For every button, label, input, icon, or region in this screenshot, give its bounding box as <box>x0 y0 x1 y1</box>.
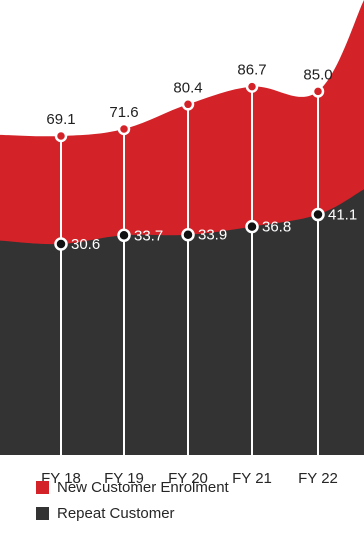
new-customer-data-label: 71.6 <box>109 104 138 121</box>
data-labels: 69.1 30.6 71.6 33.7 80.4 33.9 86.7 36.8 85.0 41.1 <box>46 62 357 253</box>
repeat-customer-area <box>0 189 364 455</box>
repeat-customer-point <box>311 207 325 222</box>
legend: New Customer Enrolment Repeat Customer <box>36 474 229 526</box>
repeat-customer-data-label: 41.1 <box>328 207 357 224</box>
x-tick-label: FY 21 <box>232 470 272 487</box>
x-axis-ticks: FY 18 FY 19 FY 20 FY 21 FY 22 <box>41 470 338 487</box>
legend-swatch-new-customer <box>36 480 49 494</box>
new-customer-point <box>245 80 259 93</box>
category-guide-lines <box>60 86 319 455</box>
new-customer-point <box>181 98 195 111</box>
new-customer-point <box>54 129 68 143</box>
repeat-customer-point <box>117 228 131 243</box>
repeat-customer-point <box>181 227 195 242</box>
x-tick-label: FY 18 <box>41 470 81 487</box>
legend-label-new-customer: New Customer Enrolment <box>57 478 229 496</box>
new-customer-point <box>311 85 325 98</box>
new-customer-data-label: 85.0 <box>303 66 332 83</box>
repeat-customer-point <box>54 237 68 251</box>
legend-swatch-repeat-customer <box>36 506 49 520</box>
data-points <box>54 80 325 251</box>
new-customer-point <box>117 122 131 136</box>
x-tick-label: FY 19 <box>104 470 144 487</box>
new-customer-data-label: 80.4 <box>173 79 202 96</box>
repeat-customer-data-label: 30.6 <box>71 236 100 253</box>
repeat-customer-data-label: 36.8 <box>262 219 291 236</box>
new-customer-data-label: 69.1 <box>46 111 75 128</box>
repeat-customer-point <box>245 219 259 234</box>
repeat-customer-data-label: 33.9 <box>198 227 227 244</box>
repeat-customer-data-label: 33.7 <box>134 227 163 244</box>
new-customer-data-label: 86.7 <box>237 62 266 79</box>
legend-item-repeat-customer: Repeat Customer <box>36 500 229 526</box>
legend-item-new-customer: New Customer Enrolment <box>36 474 229 500</box>
x-tick-label: FY 20 <box>168 470 208 487</box>
x-tick-label: FY 22 <box>298 470 338 487</box>
legend-label-repeat-customer: Repeat Customer <box>57 504 175 522</box>
